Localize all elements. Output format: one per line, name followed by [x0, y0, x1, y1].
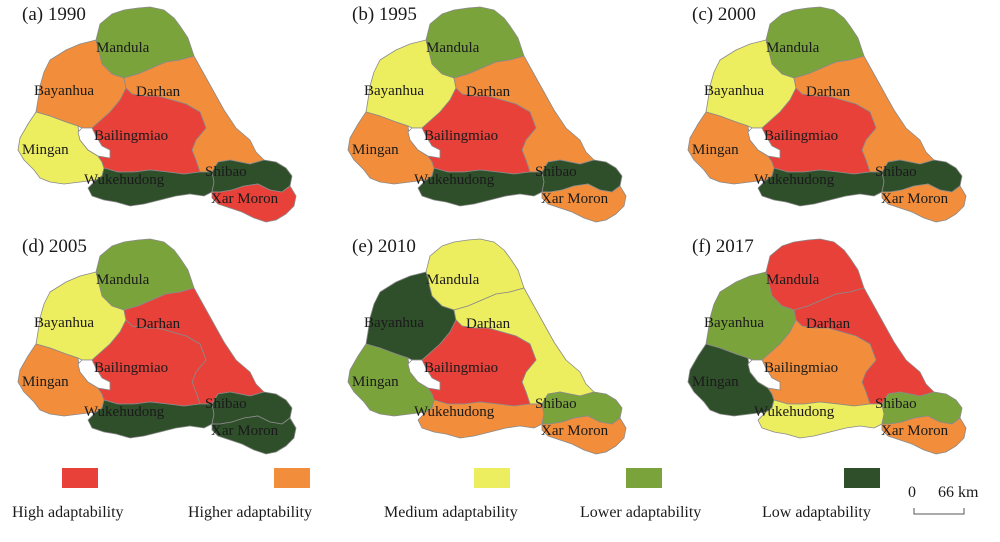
label-darhan: Darhan [806, 84, 851, 100]
label-wukehudong: Wukehudong [754, 404, 835, 420]
legend-swatch [274, 468, 310, 488]
label-mingan: Mingan [692, 142, 739, 158]
label-shibao: Shibao [205, 396, 247, 412]
scale-bar: 0 66 km [908, 484, 988, 524]
label-darhan: Darhan [466, 84, 511, 100]
map-panel: (d) 2005 Mandula Bayanhua Darhan Mingan Baili… [0, 232, 330, 462]
region-map: Mandula Bayanhua Darhan Mingan Bailingmiao Wu… [347, 6, 627, 223]
panel-title: (b) 1995 [352, 4, 417, 25]
region-xarmoron [211, 183, 297, 223]
legend-swatch [844, 468, 880, 488]
legend-swatch [474, 468, 510, 488]
label-mandula: Mandula [426, 40, 480, 56]
label-wukehudong: Wukehudong [754, 172, 835, 188]
label-xarmoron: Xar Moron [881, 423, 949, 439]
label-mingan: Mingan [692, 374, 739, 390]
enclave-gap [77, 359, 111, 391]
label-bayanhua: Bayanhua [364, 315, 424, 331]
label-wukehudong: Wukehudong [414, 404, 495, 420]
label-darhan: Darhan [806, 316, 851, 332]
map-panel: (a) 1990 Mandula Bayanhua Darhan Mingan Baili… [0, 0, 330, 230]
label-bayanhua: Bayanhua [34, 315, 94, 331]
label-darhan: Darhan [466, 316, 511, 332]
label-bailingmiao: Bailingmiao [424, 360, 498, 376]
region-map: Mandula Bayanhua Darhan Mingan Bailingmiao Wu… [687, 238, 967, 455]
scale-zero-label: 0 [908, 484, 916, 501]
label-xarmoron: Xar Moron [881, 191, 949, 207]
scale-distance-label: 66 km [938, 484, 979, 501]
region-xarmoron [541, 183, 627, 223]
map-panel: (c) 2000 Mandula Bayanhua Darhan Mingan Baili… [670, 0, 1000, 230]
label-xarmoron: Xar Moron [541, 191, 609, 207]
label-shibao: Shibao [535, 164, 577, 180]
label-darhan: Darhan [136, 316, 181, 332]
label-bayanhua: Bayanhua [34, 83, 94, 99]
label-shibao: Shibao [875, 396, 917, 412]
label-mingan: Mingan [22, 142, 69, 158]
panel-title: (d) 2005 [22, 236, 87, 257]
legend-swatch [626, 468, 662, 488]
enclave-gap [747, 127, 781, 159]
label-mingan: Mingan [22, 374, 69, 390]
panel-title: (f) 2017 [692, 236, 754, 257]
legend-label: Medium adaptability [384, 504, 518, 521]
region-xarmoron [881, 415, 967, 455]
label-bayanhua: Bayanhua [704, 315, 764, 331]
label-wukehudong: Wukehudong [84, 404, 165, 420]
region-xarmoron [881, 183, 967, 223]
legend-label: High adaptability [12, 504, 124, 521]
legend-swatch [62, 468, 98, 488]
label-wukehudong: Wukehudong [414, 172, 495, 188]
legend-label: Higher adaptability [188, 504, 312, 521]
label-xarmoron: Xar Moron [211, 423, 279, 439]
region-xarmoron [541, 415, 627, 455]
label-mandula: Mandula [426, 272, 480, 288]
legend-label: Low adaptability [762, 504, 871, 521]
label-mandula: Mandula [766, 40, 820, 56]
label-bailingmiao: Bailingmiao [764, 128, 838, 144]
panel-title: (c) 2000 [692, 4, 756, 25]
label-bailingmiao: Bailingmiao [94, 360, 168, 376]
label-mingan: Mingan [352, 374, 399, 390]
legend-label: Lower adaptability [580, 504, 702, 521]
region-map: Mandula Bayanhua Darhan Mingan Bailingmiao Wu… [347, 238, 627, 455]
map-panel: (f) 2017 Mandula Bayanhua Darhan Mingan Baili… [670, 232, 1000, 462]
panel-title: (a) 1990 [22, 4, 86, 25]
enclave-gap [747, 359, 781, 391]
label-shibao: Shibao [205, 164, 247, 180]
region-map: Mandula Bayanhua Darhan Mingan Bailingmiao Wu… [17, 238, 297, 455]
panel-title: (e) 2010 [352, 236, 416, 257]
label-mandula: Mandula [96, 272, 150, 288]
label-bayanhua: Bayanhua [704, 83, 764, 99]
enclave-gap [407, 359, 441, 391]
region-map: Mandula Bayanhua Darhan Mingan Bailingmiao Wu… [17, 6, 297, 223]
region-xarmoron [211, 415, 297, 455]
label-xarmoron: Xar Moron [541, 423, 609, 439]
label-bailingmiao: Bailingmiao [94, 128, 168, 144]
map-panel: (b) 1995 Mandula Bayanhua Darhan Mingan Baili… [330, 0, 660, 230]
enclave-gap [77, 127, 111, 159]
enclave-gap [407, 127, 441, 159]
label-bayanhua: Bayanhua [364, 83, 424, 99]
region-map: Mandula Bayanhua Darhan Mingan Bailingmiao Wu… [687, 6, 967, 223]
label-mandula: Mandula [96, 40, 150, 56]
label-bailingmiao: Bailingmiao [424, 128, 498, 144]
map-panel: (e) 2010 Mandula Bayanhua Darhan Mingan Baili… [330, 232, 660, 462]
label-shibao: Shibao [535, 396, 577, 412]
label-darhan: Darhan [136, 84, 181, 100]
label-mandula: Mandula [766, 272, 820, 288]
label-wukehudong: Wukehudong [84, 172, 165, 188]
scale-line [913, 508, 965, 515]
label-xarmoron: Xar Moron [211, 191, 279, 207]
label-mingan: Mingan [352, 142, 399, 158]
label-bailingmiao: Bailingmiao [764, 360, 838, 376]
label-shibao: Shibao [875, 164, 917, 180]
